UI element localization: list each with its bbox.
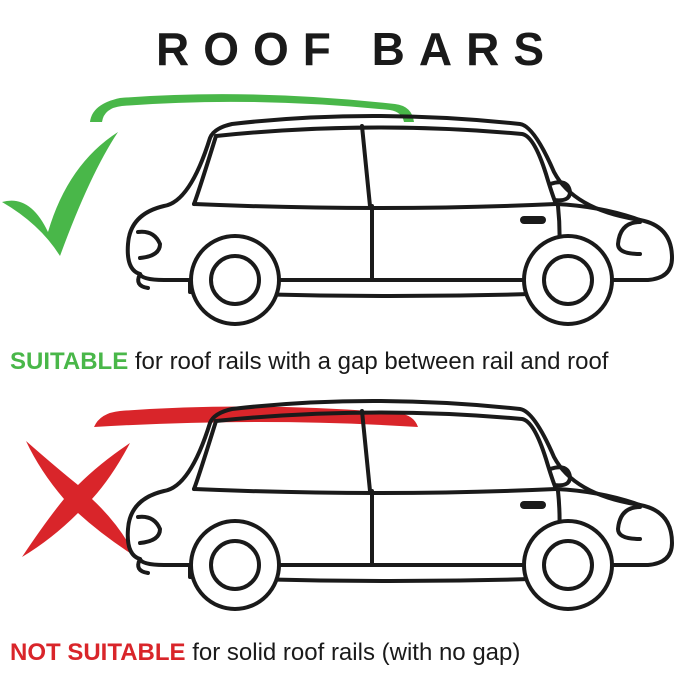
panel-suitable: SUITABLE for roof rails with a gap betwe… (0, 84, 700, 374)
car-suitable-icon (120, 94, 680, 334)
panel-notsuitable: NOT SUITABLE for solid roof rails (with … (0, 379, 700, 669)
car-notsuitable-icon (120, 379, 680, 619)
infographic: ROOF BARS (0, 0, 700, 700)
caption-notsuitable: NOT SUITABLE for solid roof rails (with … (10, 639, 520, 667)
keyword-notsuitable: NOT SUITABLE (10, 639, 186, 666)
keyword-suitable: SUITABLE (10, 348, 128, 375)
text-suitable: for roof rails with a gap between rail a… (128, 348, 608, 375)
page-title: ROOF BARS (0, 0, 700, 76)
text-notsuitable: for solid roof rails (with no gap) (186, 639, 521, 666)
caption-suitable: SUITABLE for roof rails with a gap betwe… (10, 348, 608, 376)
check-icon (0, 124, 130, 264)
